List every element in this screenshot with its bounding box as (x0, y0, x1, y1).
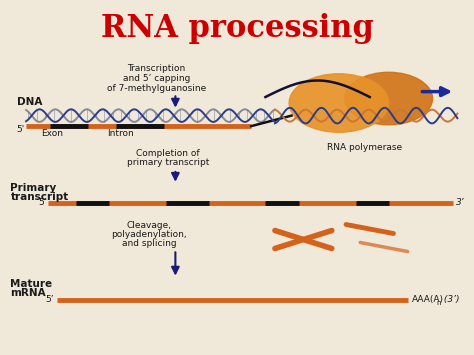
Text: DNA: DNA (17, 97, 42, 108)
Text: and splicing: and splicing (122, 239, 177, 248)
Text: 3’: 3’ (456, 198, 465, 207)
Text: of 7-methylguanosine: of 7-methylguanosine (107, 84, 206, 93)
Text: Completion of: Completion of (137, 149, 200, 158)
Text: Mature: Mature (10, 279, 53, 289)
Text: 5’: 5’ (38, 198, 47, 207)
Text: polyadenylation,: polyadenylation, (111, 230, 187, 239)
Text: n: n (437, 300, 441, 306)
Text: mRNA: mRNA (10, 288, 46, 297)
Text: and 5’ capping: and 5’ capping (123, 74, 190, 83)
Text: (3’): (3’) (441, 295, 459, 304)
Text: Cleavage,: Cleavage, (127, 221, 172, 230)
Ellipse shape (289, 74, 389, 132)
Text: AAA(A): AAA(A) (411, 295, 444, 304)
Text: primary transcript: primary transcript (127, 158, 210, 167)
Ellipse shape (345, 72, 433, 125)
Text: Transcription: Transcription (128, 64, 185, 73)
Text: Intron: Intron (108, 129, 134, 138)
Text: 5': 5' (16, 125, 24, 134)
Text: Exon: Exon (41, 129, 63, 138)
Text: 5’: 5’ (46, 295, 54, 304)
Text: RNA polymerase: RNA polymerase (328, 143, 402, 152)
Text: RNA processing: RNA processing (100, 13, 374, 44)
Text: transcript: transcript (10, 192, 69, 202)
Text: Primary: Primary (10, 182, 57, 193)
